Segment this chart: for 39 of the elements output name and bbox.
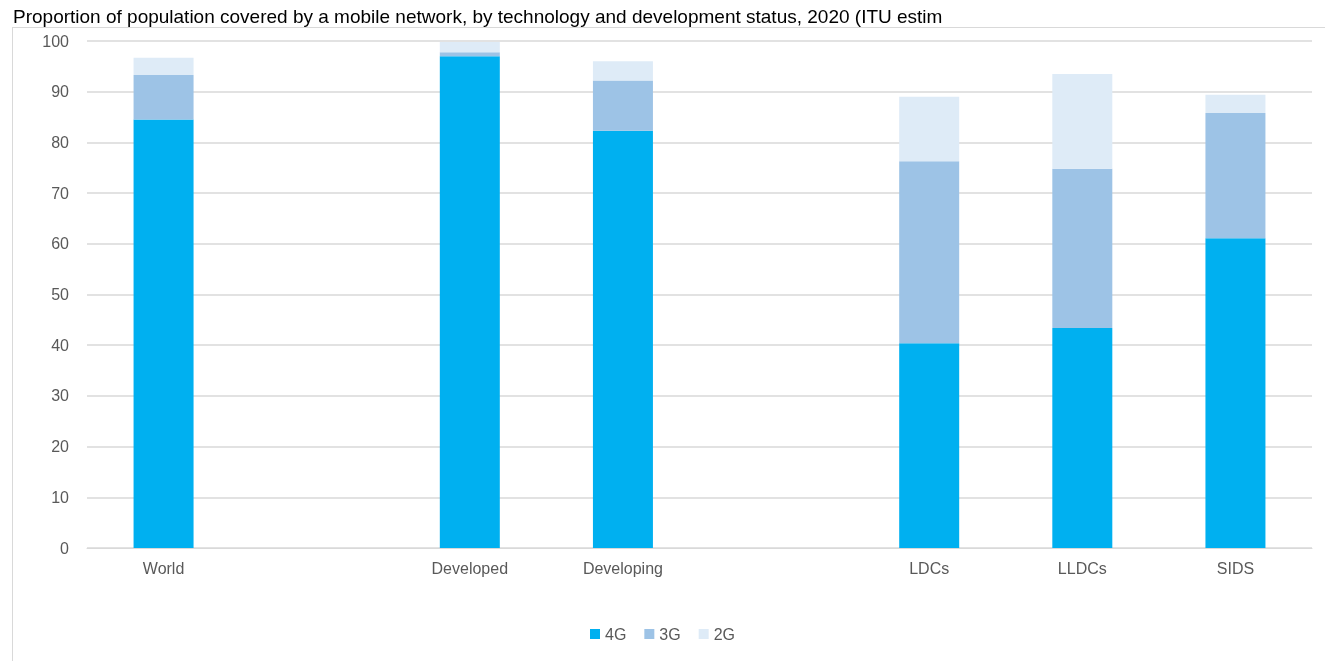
bar xyxy=(1052,327,1113,548)
y-tick-label: 40 xyxy=(51,336,70,354)
bar xyxy=(899,96,960,162)
bar xyxy=(592,130,653,548)
y-tick-label: 0 xyxy=(60,539,70,557)
legend-label: 2G xyxy=(713,625,736,643)
y-tick-label: 70 xyxy=(51,184,70,202)
y-tick-label: 60 xyxy=(51,235,70,253)
bar xyxy=(592,61,653,81)
y-tick-label: 20 xyxy=(51,438,70,456)
x-tick-label: Developing xyxy=(582,559,663,577)
bar xyxy=(1052,168,1113,328)
bar xyxy=(1205,112,1266,239)
y-tick-label: 90 xyxy=(51,83,70,101)
x-tick-label: Developed xyxy=(431,559,509,577)
bar xyxy=(592,80,653,131)
y-tick-label: 50 xyxy=(51,286,70,303)
y-tick-label: 100 xyxy=(42,32,70,50)
chart-title: Proportion of population covered by a mobile network, by technology and development status, 2020 (ITU estim xyxy=(13,6,943,27)
bar xyxy=(1052,73,1113,169)
y-tick-label: 10 xyxy=(51,488,70,506)
x-tick-label: World xyxy=(142,559,185,577)
legend-label: 4G xyxy=(604,625,627,643)
bar xyxy=(899,161,960,344)
y-tick-label: 30 xyxy=(51,387,70,405)
x-tick-label: LDCs xyxy=(909,559,950,577)
bar xyxy=(1205,238,1266,548)
bar xyxy=(133,57,194,75)
bar xyxy=(1205,94,1266,113)
bar xyxy=(899,343,960,548)
x-tick-label: LLDCs xyxy=(1057,559,1107,577)
x-tick-label: SIDS xyxy=(1216,559,1255,577)
bar xyxy=(133,119,194,548)
y-tick-label: 80 xyxy=(51,133,70,151)
bar xyxy=(439,42,500,53)
bar xyxy=(439,56,500,548)
legend-label: 3G xyxy=(659,625,681,643)
bar xyxy=(439,52,500,57)
bar xyxy=(133,74,194,120)
